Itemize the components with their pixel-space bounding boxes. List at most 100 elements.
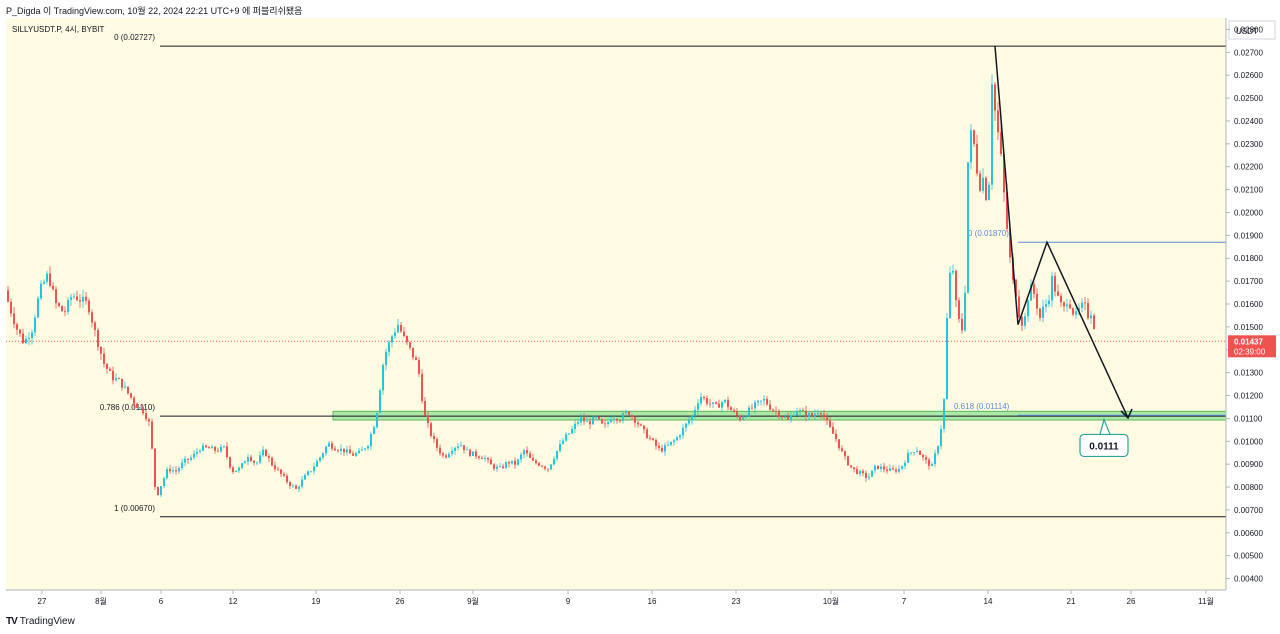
- candle-body: [160, 486, 162, 495]
- candle-body: [310, 471, 312, 472]
- candle-body: [643, 425, 645, 430]
- candle-body: [31, 332, 33, 339]
- symbol-info: SILLYUSDT.P, 4시, BYBIT: [12, 25, 105, 34]
- candle-body: [295, 485, 297, 489]
- fib2-level-label: 0.618 (0.01114): [954, 402, 1010, 411]
- candle-body: [469, 449, 471, 456]
- candle-body: [136, 403, 138, 408]
- candle-body: [229, 457, 231, 468]
- candle-body: [97, 330, 99, 347]
- candle-body: [499, 466, 501, 468]
- candle-body: [544, 466, 546, 469]
- candle-body: [250, 457, 252, 461]
- candle-body: [634, 416, 636, 423]
- currency-box[interactable]: [1228, 20, 1276, 40]
- candle-body: [1081, 302, 1083, 309]
- candle-body: [907, 452, 909, 463]
- candle-body: [508, 462, 510, 464]
- candle-body: [523, 450, 525, 455]
- tradingview-logo[interactable]: TV TradingView: [6, 616, 75, 627]
- price-tick-label: 0.01600: [1234, 300, 1263, 309]
- candle-body: [559, 443, 561, 451]
- candle-body: [358, 450, 360, 454]
- candle-body: [541, 465, 543, 467]
- candle-body: [760, 400, 762, 402]
- candle-body: [994, 84, 996, 111]
- candle-body: [1006, 192, 1008, 229]
- candle-body: [58, 303, 60, 307]
- candle-body: [736, 411, 738, 416]
- candle-body: [931, 463, 933, 466]
- candle-body: [331, 443, 333, 449]
- price-tick-label: 0.01300: [1234, 369, 1263, 378]
- candle-body: [940, 428, 942, 447]
- candle-body: [454, 447, 456, 451]
- candle-body: [46, 273, 48, 282]
- price-tick-label: 0.02600: [1234, 71, 1263, 80]
- candle-body: [913, 452, 915, 453]
- candle-body: [910, 452, 912, 454]
- candle-body: [25, 338, 27, 344]
- plot-area[interactable]: [6, 18, 1226, 590]
- candle-body: [253, 460, 255, 463]
- candle-body: [970, 130, 972, 163]
- price-tick-label: 0.02000: [1234, 208, 1263, 217]
- candle-body: [79, 300, 81, 302]
- candle-body: [682, 427, 684, 436]
- candle-body: [757, 400, 759, 403]
- candle-body: [274, 465, 276, 470]
- price-tick-label: 0.00500: [1234, 552, 1263, 561]
- bar-countdown: 02:39:00: [1234, 347, 1266, 356]
- candle-body: [244, 461, 246, 464]
- candle-body: [283, 474, 285, 476]
- candle-body: [1063, 302, 1065, 307]
- candle-body: [184, 458, 186, 463]
- candle-body: [730, 407, 732, 411]
- candle-body: [115, 378, 117, 381]
- candle-body: [520, 454, 522, 460]
- candle-body: [727, 399, 729, 408]
- publish-header: P_Digda 이 TradingView.com, 10월 22, 2024 …: [0, 0, 1280, 18]
- candle-body: [151, 421, 153, 449]
- candle-body: [829, 420, 831, 427]
- candle-body: [76, 296, 78, 301]
- price-tick-label: 0.00700: [1234, 506, 1263, 515]
- candle-body: [571, 429, 573, 434]
- candle-body: [595, 416, 597, 418]
- candle-body: [289, 482, 291, 486]
- candle-body: [286, 475, 288, 483]
- candle-body: [676, 437, 678, 441]
- candle-body: [553, 458, 555, 465]
- candle-body: [487, 458, 489, 460]
- candle-body: [841, 448, 843, 452]
- candle-body: [1021, 317, 1023, 326]
- candle-body: [1036, 293, 1038, 309]
- candle-body: [502, 466, 504, 468]
- candle-body: [313, 466, 315, 472]
- time-axis-panel[interactable]: [0, 590, 1280, 612]
- candle-body: [112, 370, 114, 381]
- candle-body: [190, 457, 192, 460]
- candle-body: [259, 455, 261, 463]
- candle-body: [328, 443, 330, 447]
- candle-body: [646, 429, 648, 439]
- candle-body: [1039, 308, 1041, 318]
- candle-body: [862, 470, 864, 474]
- price-tick-label: 0.02500: [1234, 94, 1263, 103]
- candle-body: [904, 462, 906, 466]
- candle-body: [13, 313, 15, 325]
- candle-body: [55, 289, 57, 304]
- candle-body: [640, 424, 642, 426]
- candle-body: [853, 467, 855, 469]
- candle-body: [619, 420, 621, 422]
- candle-body: [73, 296, 75, 298]
- price-tick-label: 0.00900: [1234, 460, 1263, 469]
- fib-level-label: 0.786 (0.01110): [100, 403, 156, 412]
- price-axis-panel[interactable]: [1226, 18, 1280, 612]
- price-chart[interactable]: 0 (0.02727) 0.786 (0.01110) 1 (0.00670) 0 (…: [0, 18, 1280, 612]
- candle-body: [919, 450, 921, 455]
- candle-body: [208, 447, 210, 449]
- candle-body: [835, 433, 837, 440]
- candle-body: [484, 458, 486, 459]
